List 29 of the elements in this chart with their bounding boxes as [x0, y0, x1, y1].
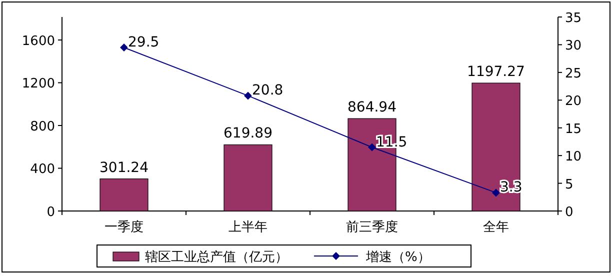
data-label: 619.89 — [224, 126, 272, 142]
x-tick-label: 全年 — [483, 220, 509, 235]
y2-tick-label: 20 — [565, 94, 582, 110]
data-label: 301.24 — [100, 160, 149, 176]
y2-tick-label: 35 — [565, 11, 582, 26]
y-tick-label: 0 — [46, 205, 55, 220]
point — [244, 92, 252, 100]
x-tick-label: 上半年 — [228, 220, 268, 235]
legend-label: 辖区工业总产值（亿元） — [145, 250, 288, 265]
y-tick-label: 1600 — [22, 34, 55, 49]
data-label: 864.94 — [348, 100, 397, 116]
y2-tick-label: 5 — [565, 177, 574, 192]
point — [368, 143, 376, 152]
point — [120, 43, 128, 52]
y2-tick-label: 25 — [565, 66, 582, 82]
point — [492, 188, 500, 197]
y-tick-label: 400 — [30, 162, 55, 178]
y-tick-label: 800 — [30, 119, 55, 134]
y-tick-label: 1200 — [22, 76, 55, 92]
x-tick-label: 一季度 — [104, 219, 144, 235]
y2-tick-label: 10 — [565, 150, 582, 165]
y2-tick-label: 30 — [565, 38, 582, 54]
data-label: 20.8 — [252, 82, 284, 99]
y2-tick-label: 0 — [565, 205, 574, 220]
data-label: 29.5 — [128, 34, 160, 50]
data-label: 1197.27 — [467, 64, 525, 80]
legend-label: 增速（%） — [365, 250, 430, 265]
x-tick-label: 前三季度 — [346, 219, 398, 235]
y2-tick-label: 15 — [565, 122, 582, 137]
